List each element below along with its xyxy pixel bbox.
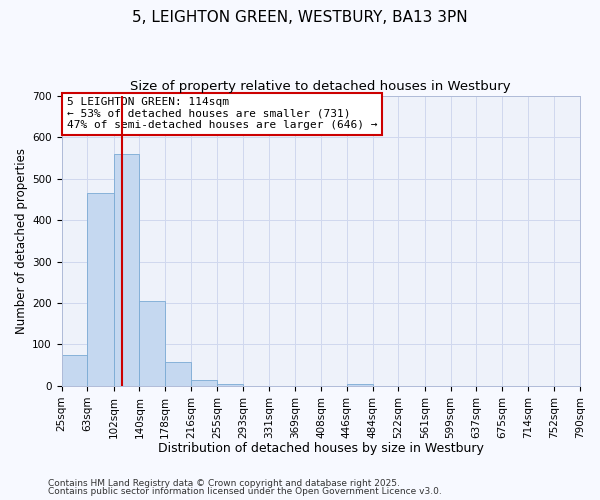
Bar — [165, 362, 191, 386]
Text: 5 LEIGHTON GREEN: 114sqm
← 53% of detached houses are smaller (731)
47% of semi-: 5 LEIGHTON GREEN: 114sqm ← 53% of detach… — [67, 97, 377, 130]
Bar — [139, 301, 165, 386]
Title: Size of property relative to detached houses in Westbury: Size of property relative to detached ho… — [130, 80, 511, 93]
Bar — [62, 355, 87, 386]
Y-axis label: Number of detached properties: Number of detached properties — [15, 148, 28, 334]
Text: Contains HM Land Registry data © Crown copyright and database right 2025.: Contains HM Land Registry data © Crown c… — [48, 478, 400, 488]
Text: Contains public sector information licensed under the Open Government Licence v3: Contains public sector information licen… — [48, 487, 442, 496]
Text: 5, LEIGHTON GREEN, WESTBURY, BA13 3PN: 5, LEIGHTON GREEN, WESTBURY, BA13 3PN — [132, 10, 468, 25]
X-axis label: Distribution of detached houses by size in Westbury: Distribution of detached houses by size … — [158, 442, 484, 455]
Bar — [217, 384, 243, 386]
Bar — [347, 384, 373, 386]
Bar — [191, 380, 217, 386]
Bar — [114, 154, 139, 386]
Bar — [87, 193, 114, 386]
